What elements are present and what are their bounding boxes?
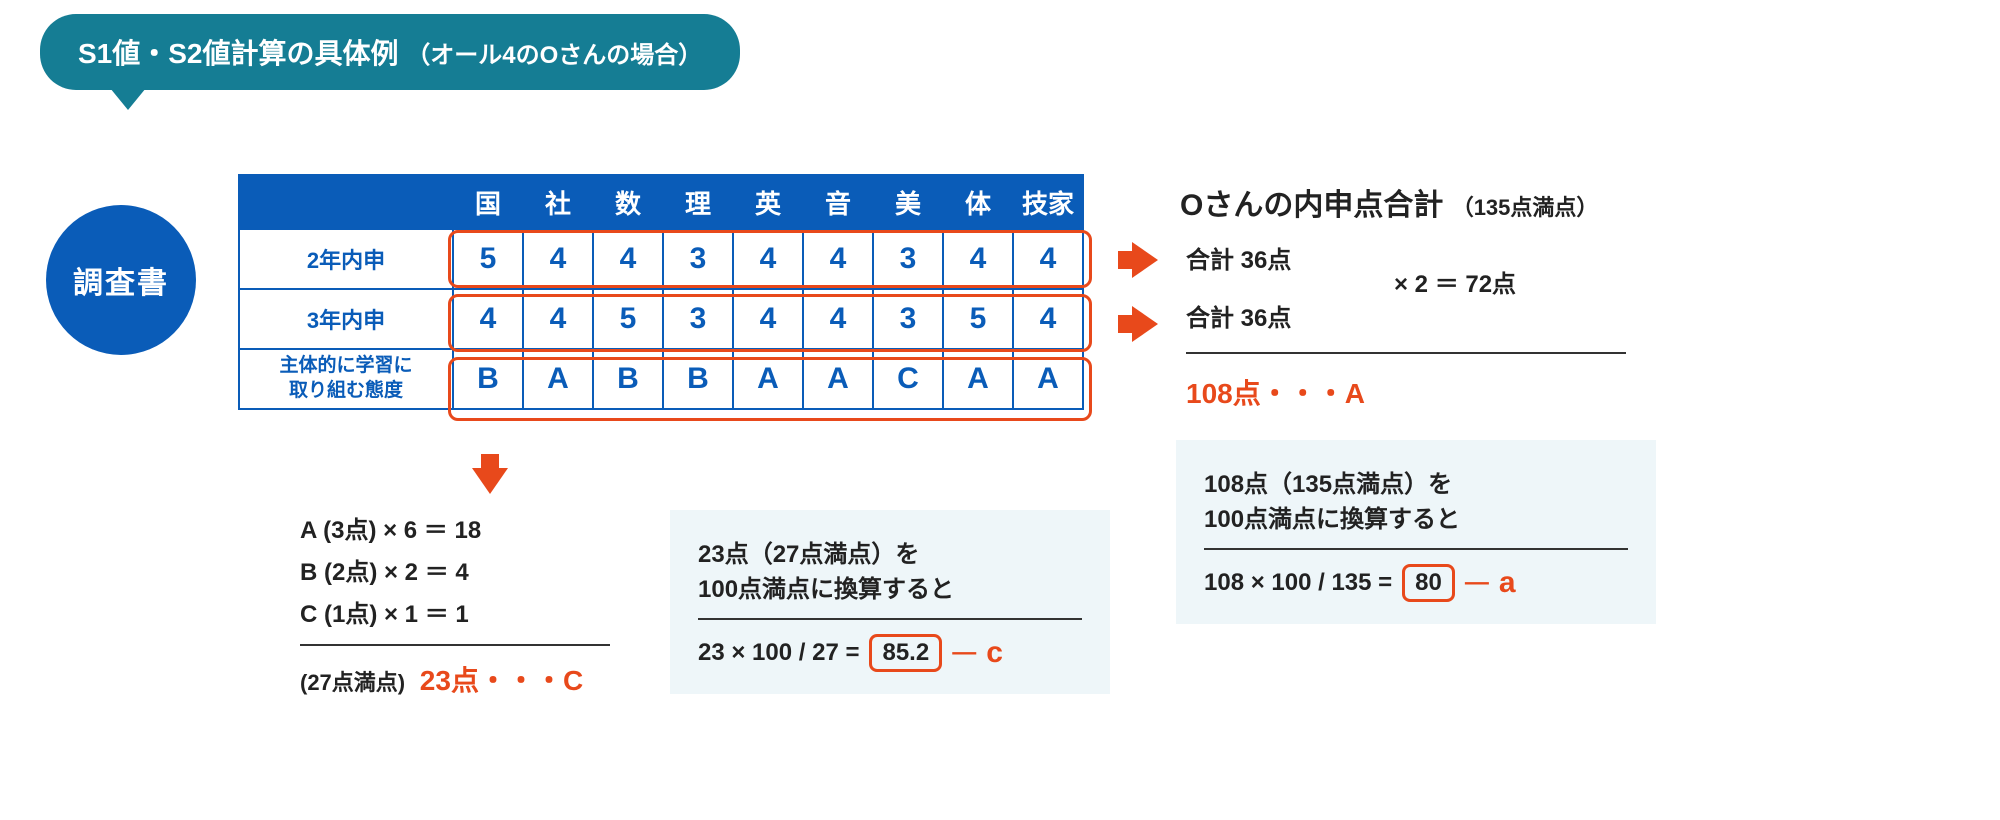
arrow-right-icon [1132,306,1158,342]
subject-header: 美 [873,175,943,229]
attitude-result-line: (27点満点) 23点・・・C [300,656,610,705]
score-cell: 3 [873,229,943,289]
score-cell: 4 [593,229,663,289]
divider-line [698,618,1082,620]
attitude-line1: A (3点) × 6 ＝ 18 [300,510,610,552]
table-blank-header [239,175,453,229]
title-bubble: S1値・S2値計算の具体例 （オール4のOさんの場合） [40,14,740,90]
subject-header: 音 [803,175,873,229]
attitude-line3: C (1点) × 1 ＝ 1 [300,594,610,636]
divider-line [1204,548,1628,550]
score-cell: 4 [523,229,593,289]
calc-a-boxed-result: 80 [1402,564,1455,602]
calc-c-boxed-result: 85.2 [869,634,942,672]
score-cell: 5 [453,229,523,289]
dash-icon: — [1465,569,1489,597]
calc-c-line1: 23点（27点満点）を [698,534,1082,569]
score-cell: 4 [1013,229,1083,289]
score-cell: 4 [453,289,523,349]
subject-header: 数 [593,175,663,229]
survey-badge-label: 調査書 [73,258,169,302]
attitude-note: (27点満点) [300,670,405,695]
result-c-text: 23点・・・C [420,665,583,696]
row-label: 3年内申 [239,289,453,349]
score-cell: A [803,349,873,409]
table-row: 2年内申 5 4 4 3 4 4 3 4 4 [239,229,1083,289]
score-cell: B [663,349,733,409]
title-sub: （オール4のOさんの場合） [406,42,702,69]
calc-a-line2: 100点満点に換算すると [1204,499,1628,534]
survey-badge: 調査書 [46,205,196,355]
calc-a-line1: 108点（135点満点）を [1204,464,1628,499]
calc-box-c: 23点（27点満点）を 100点満点に換算すると 23 × 100 / 27 =… [670,510,1110,694]
sum-line-2: 合計 36点 [1186,298,1291,333]
calc-a-formula-prefix: 108 × 100 / 135 = [1204,569,1392,597]
calc-c-line2: 100点満点に換算すると [698,569,1082,604]
row-label-attitude: 主体的に学習に 取り組む態度 [239,349,453,409]
dash-icon: — [952,639,976,667]
divider-line [1186,352,1626,354]
title-main: S1値・S2値計算の具体例 [78,38,399,69]
score-cell: 4 [733,289,803,349]
subject-header: 技家 [1013,175,1083,229]
score-cell: 4 [803,289,873,349]
calc-box-a: 108点（135点満点）を 100点満点に換算すると 108 × 100 / 1… [1176,440,1656,624]
score-cell: 5 [943,289,1013,349]
subject-header: 理 [663,175,733,229]
calc-c-formula: 23 × 100 / 27 = 85.2 — c [698,634,1082,672]
subject-header: 体 [943,175,1013,229]
marker-c: c [986,636,1003,670]
calc-c-formula-prefix: 23 × 100 / 27 = [698,639,859,667]
result-a-text: 108点・・・A [1186,372,1365,412]
subject-header: 英 [733,175,803,229]
score-cell: 4 [523,289,593,349]
score-cell: 4 [803,229,873,289]
table-header-row: 国 社 数 理 英 音 美 体 技家 [239,175,1083,229]
table-row: 主体的に学習に 取り組む態度 B A B B A A C A A [239,349,1083,409]
arrow-right-icon [1132,242,1158,278]
attitude-line2: B (2点) × 2 ＝ 4 [300,552,610,594]
subject-header: 国 [453,175,523,229]
divider-line [300,644,610,646]
score-cell: 4 [943,229,1013,289]
summary-title-main: Oさんの内申点合計 [1180,189,1443,222]
arrow-down-icon [472,468,508,494]
score-cell: 3 [663,289,733,349]
score-cell: 3 [663,229,733,289]
table-row: 3年内申 4 4 5 3 4 4 3 5 4 [239,289,1083,349]
subject-header: 社 [523,175,593,229]
score-cell: B [453,349,523,409]
attitude-calc: A (3点) × 6 ＝ 18 B (2点) × 2 ＝ 4 C (1点) × … [300,510,610,705]
marker-a: a [1499,566,1516,600]
row-label-attitude-text: 主体的に学習に 取り組む態度 [279,355,412,401]
score-cell: 4 [1013,289,1083,349]
sum-line-1: 合計 36点 [1186,240,1291,275]
summary-title: Oさんの内申点合計 （135点満点） [1180,180,1598,224]
score-cell: 3 [873,289,943,349]
calc-a-formula: 108 × 100 / 135 = 80 — a [1204,564,1628,602]
row-label: 2年内申 [239,229,453,289]
score-cell: B [593,349,663,409]
score-cell: A [943,349,1013,409]
score-cell: A [1013,349,1083,409]
summary-title-sub: （135点満点） [1452,195,1599,220]
score-cell: A [733,349,803,409]
score-cell: C [873,349,943,409]
score-table: 国 社 数 理 英 音 美 体 技家 2年内申 5 4 4 3 4 4 3 4 … [238,174,1084,410]
score-cell: 4 [733,229,803,289]
score-cell: 5 [593,289,663,349]
score-cell: A [523,349,593,409]
mult-text: × 2 ＝ 72点 [1394,264,1516,299]
